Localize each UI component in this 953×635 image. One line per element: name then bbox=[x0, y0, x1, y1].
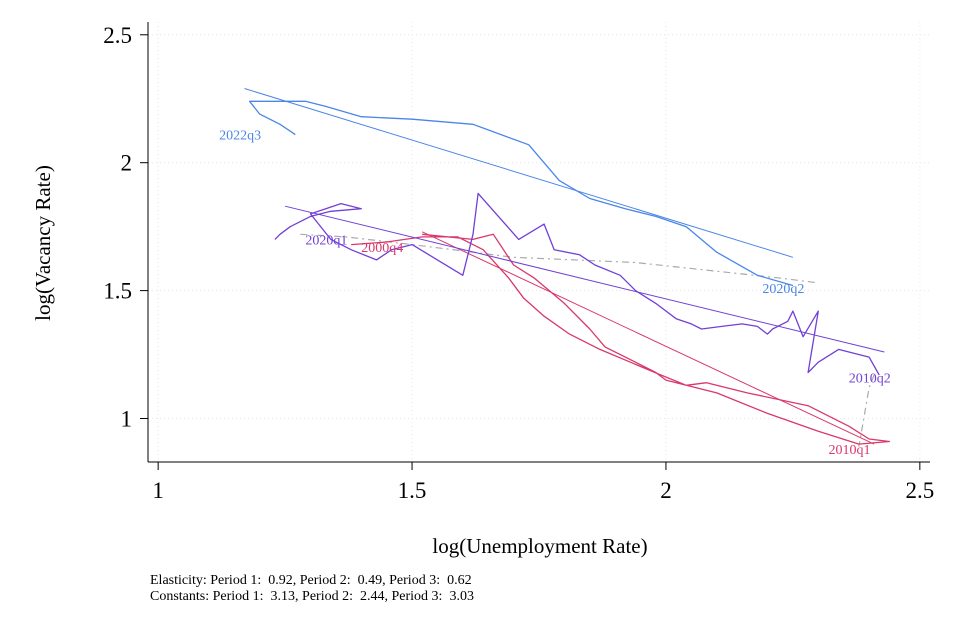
x-tick-label: 2.5 bbox=[905, 478, 934, 503]
connector-line bbox=[300, 233, 819, 284]
period2-series-line bbox=[274, 192, 880, 376]
point-label-2000q4: 2000q4 bbox=[361, 241, 403, 256]
x-tick-label: 2 bbox=[660, 478, 672, 503]
period2-fit-line bbox=[284, 205, 885, 353]
point-label-2022q3: 2022q3 bbox=[219, 129, 261, 144]
point-labels: 2022q3 2020q2 2020q1 2010q2 2000q4 2010q1 bbox=[219, 129, 891, 459]
series-layer bbox=[244, 88, 891, 447]
elasticity-note: Elasticity: Period 1: 0.92, Period 2: 0.… bbox=[150, 573, 472, 588]
grid-lines bbox=[148, 22, 930, 462]
chart-canvas: 2022q3 2020q2 2020q1 2010q2 2000q4 2010q1 1 1.… bbox=[31, 22, 934, 558]
point-label-2020q2: 2020q2 bbox=[762, 282, 804, 297]
x-axis-title: log(Unemployment Rate) bbox=[432, 534, 647, 558]
constants-note: Constants: Period 1: 3.13, Period 2: 2.4… bbox=[150, 589, 474, 604]
x-tick-label: 1 bbox=[152, 478, 164, 503]
y-tick-label: 2 bbox=[121, 151, 133, 176]
y-tick-label: 1 bbox=[121, 407, 133, 432]
x-tick-label: 1.5 bbox=[398, 478, 427, 503]
period1-series-line bbox=[351, 233, 891, 445]
point-label-2020q1: 2020q1 bbox=[305, 233, 347, 248]
connector-line bbox=[858, 374, 875, 447]
period1-fit-line bbox=[421, 231, 875, 445]
axes: 1 1.5 2 2.5 1 1.5 2 2.5 bbox=[103, 22, 934, 503]
point-label-2010q1: 2010q1 bbox=[828, 443, 870, 458]
point-label-2010q2: 2010q2 bbox=[849, 372, 891, 387]
period3-fit-line bbox=[244, 88, 794, 258]
period3-series-line bbox=[248, 100, 794, 287]
y-tick-label: 1.5 bbox=[103, 279, 132, 304]
y-tick-label: 2.5 bbox=[103, 23, 132, 48]
y-axis-title: log(Vacancy Rate) bbox=[31, 165, 55, 321]
